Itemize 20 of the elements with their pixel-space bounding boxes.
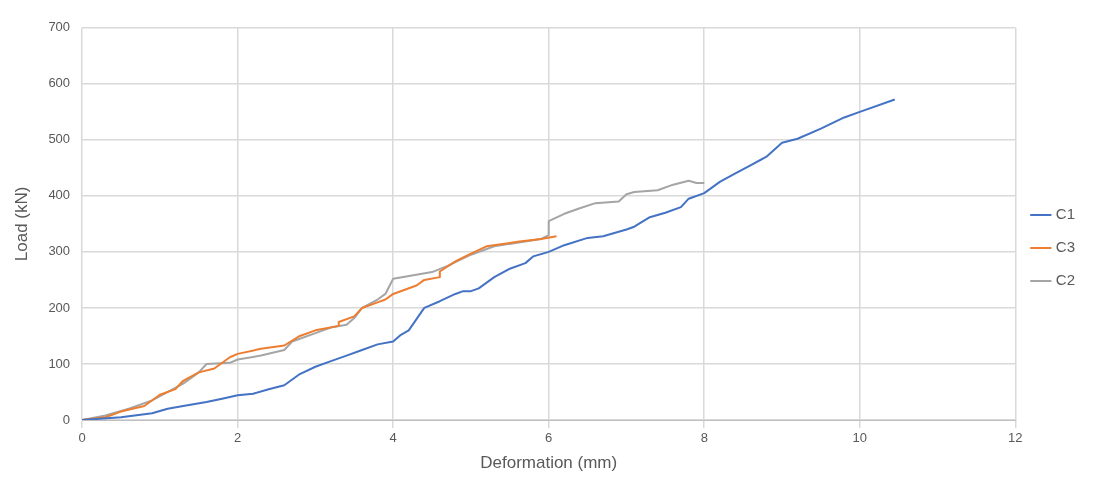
y-tick-label: 200 <box>48 299 71 315</box>
x-tick-label: 12 <box>1008 430 1023 446</box>
y-tick-label: 300 <box>48 243 71 259</box>
x-tick-label: 8 <box>700 430 708 446</box>
y-axis-title: Load (kN) <box>11 186 31 262</box>
x-tick-label: 0 <box>78 430 86 446</box>
y-tick-label: 400 <box>48 187 71 203</box>
x-tick-label: 10 <box>852 430 868 446</box>
y-tick-label: 500 <box>48 131 71 147</box>
y-tick-label: 100 <box>48 355 71 371</box>
x-axis-title: Deformation (mm) <box>480 453 618 473</box>
legend-label: C1 <box>1055 205 1076 223</box>
x-tick-label: 2 <box>234 430 242 446</box>
x-tick-label: 4 <box>389 430 397 446</box>
legend-label: C2 <box>1055 271 1076 289</box>
y-tick-label: 0 <box>62 411 71 427</box>
y-tick-label: 600 <box>48 75 71 91</box>
x-tick-label: 6 <box>545 430 553 446</box>
y-tick-label: 700 <box>48 19 71 35</box>
legend-label: C3 <box>1055 238 1076 256</box>
